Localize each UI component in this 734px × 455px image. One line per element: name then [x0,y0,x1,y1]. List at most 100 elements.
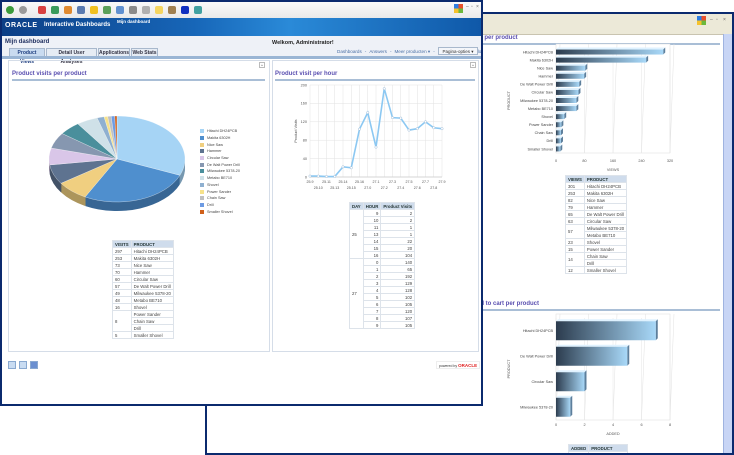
bar [556,321,656,341]
column-header: ADDED [567,444,590,452]
y-axis-title: PRODUCT [507,90,511,109]
bar-side [655,319,658,341]
column-header: PRODUCT [130,240,174,248]
refresh-icon[interactable] [8,361,16,369]
x-tick-label: 27.9 [439,180,446,184]
stop-icon[interactable] [38,6,46,14]
header-link[interactable]: Dashboards [337,49,362,54]
page-options-button[interactable]: Pagina-opties ▾ [438,47,478,55]
table-row: 27 0 140 [349,258,416,329]
legend-item: Power Sander [200,188,240,195]
visits-cell: 1 [380,223,416,231]
bar-side [584,370,587,392]
tab-web-stats[interactable]: Web Stats [131,48,158,57]
refresh-icon[interactable] [51,6,59,14]
table-row: 23 Shovel [565,238,628,246]
column-header: PRODUCT [588,444,629,452]
maximize-button[interactable]: ▫ [716,17,718,23]
page-title: Mijn dashboard [5,39,50,45]
data-point [349,166,353,170]
legend-item: Hitachi DH24PCB [200,128,240,135]
history-icon[interactable] [103,6,111,14]
legend-item: Nice Saw [200,141,240,148]
legend-item: De Walt Power Drill [200,161,240,168]
favorites-icon[interactable] [90,6,98,14]
collapse-icon[interactable]: ^ [470,62,476,68]
visits-cell: 16 [112,303,132,311]
forward-icon[interactable] [19,6,27,14]
tab-detail-user-analyses[interactable]: Detail User Analyses [46,48,97,65]
x-tick-label: 320 [667,159,673,163]
scrollbar[interactable] [723,34,732,453]
visits-cell: 105 [380,321,416,329]
network-icon[interactable] [194,6,202,14]
visits-cell: 20 [380,244,416,252]
x-tick-label: 27.6 [414,186,421,190]
header-link[interactable]: Answers [369,49,387,54]
edit-icon[interactable] [142,6,150,14]
x-tick-label: 27.5 [406,180,413,184]
data-point [325,175,328,178]
bar [556,89,579,95]
y-tick-label: Milwaukee 5378-20 [520,406,553,410]
windows-logo-icon [697,16,706,25]
header-link[interactable]: Meer producten ▾ [394,49,431,54]
visits-cell: 73 [112,261,132,269]
cart-panel-title: Product added to cart per product [442,301,540,307]
x-tick-label: 6 [640,423,642,427]
legend-label: Metabo BE710 [207,176,233,181]
bar-top [556,370,587,373]
close-button[interactable]: × [476,4,479,10]
print-icon[interactable] [129,6,137,14]
table-row: 8 Power Sander [112,310,174,332]
legend-label: Makita 6302H [207,136,231,141]
data-point [333,175,337,178]
y-tick-label: 160 [301,102,307,106]
back-icon[interactable] [6,6,14,14]
y-tick-label: Metabo BE710 [528,107,553,111]
search-icon[interactable] [77,6,85,14]
minimize-button[interactable]: – [710,17,713,23]
minimize-button[interactable]: – [466,4,469,10]
tab-product-views[interactable]: Product Views [9,48,45,65]
legend-swatch [200,149,204,154]
product-cell: Metabo BE710 [583,231,628,239]
table-header: VIEWS PRODUCT [565,175,628,183]
legend-swatch [200,136,204,141]
hour-cell: 13 [362,230,382,238]
link-separator: - [389,49,392,54]
product-cell: Power Sander [583,245,628,253]
table-row: 82 Nice Saw [565,196,628,204]
value-cell: 57 [565,224,585,239]
legend-swatch [200,176,204,181]
close-button[interactable]: × [723,17,726,23]
visits-cell: 2 [380,216,416,224]
column-header: VIEWS [565,175,585,183]
visits-cell: 129 [380,279,416,287]
tab-applications[interactable]: Applications [98,48,130,57]
mail-icon[interactable] [116,6,124,14]
visits-cell: 105 [380,300,416,308]
value-cell: 301 [565,182,585,190]
visits-cell: 1 [380,230,416,238]
hour-cell: 9 [362,209,382,217]
print-icon[interactable] [19,361,27,369]
pie-panel-title: Product visits per product [12,71,87,77]
messenger-icon[interactable] [168,6,176,14]
maximize-button[interactable]: ▫ [471,4,473,10]
x-tick-label: 80 [582,159,586,163]
y-tick-label: 120 [301,120,307,124]
bluetooth-icon[interactable] [181,6,189,14]
pie-slice [114,115,118,160]
product-cell: Hammer [583,203,628,211]
data-point [316,174,320,178]
table-row: 253 Makita 6302H [112,254,174,262]
home-icon[interactable] [64,6,72,14]
data-point [358,127,361,131]
collapse-icon[interactable]: ^ [259,62,265,68]
dashboard-menu[interactable]: Mijn dashboard [117,19,151,24]
notes-icon[interactable] [155,6,163,14]
visits-cell: 192 [380,272,416,280]
download-icon[interactable] [30,361,38,369]
